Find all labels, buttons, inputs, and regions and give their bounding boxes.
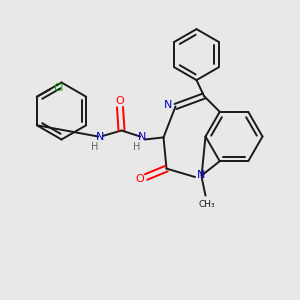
Text: N: N: [96, 132, 105, 142]
Text: N: N: [197, 170, 205, 181]
Text: O: O: [135, 173, 144, 184]
Text: N: N: [164, 100, 172, 110]
Text: O: O: [116, 95, 124, 106]
Text: CH₃: CH₃: [199, 200, 215, 208]
Text: Cl: Cl: [53, 83, 64, 93]
Text: H: H: [92, 142, 99, 152]
Text: N: N: [138, 132, 147, 142]
Text: H: H: [134, 142, 141, 152]
